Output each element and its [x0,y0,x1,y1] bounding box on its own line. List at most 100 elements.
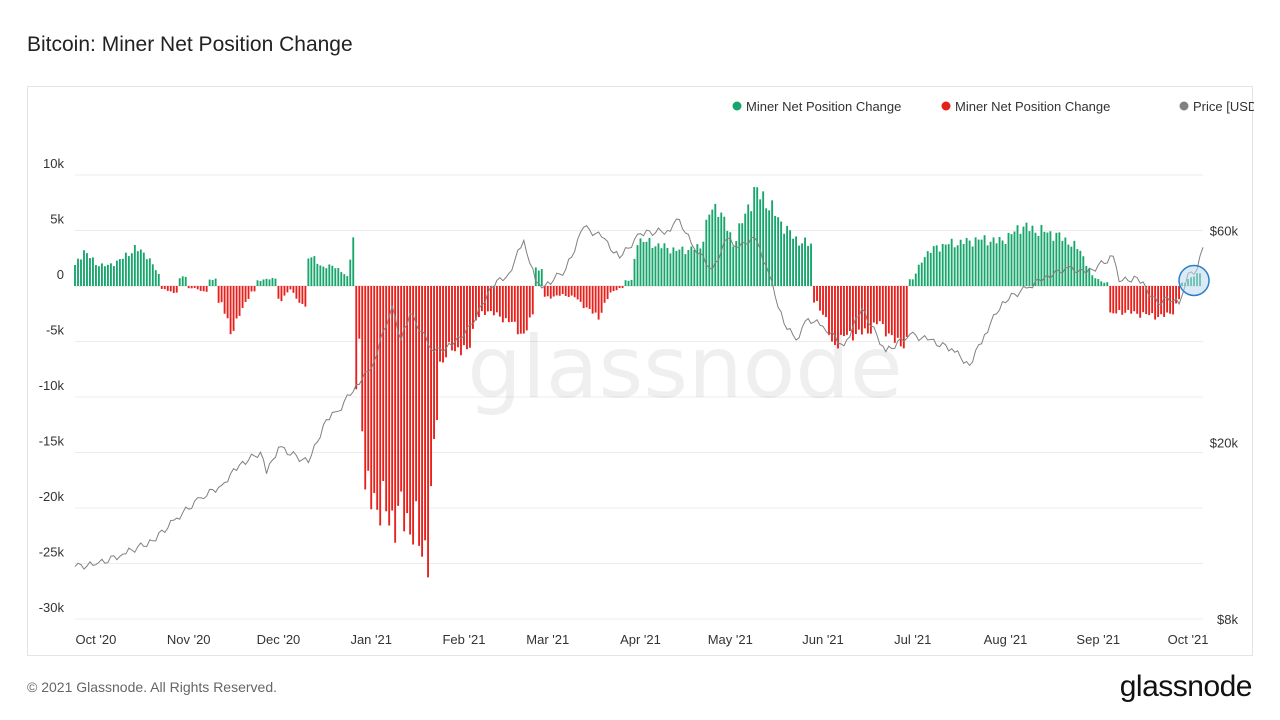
bar [304,286,307,307]
bar [1136,286,1139,314]
bar [106,264,109,286]
bar [971,246,974,286]
bar [660,248,663,286]
bar [965,237,968,286]
bar [340,272,343,286]
bar [1148,286,1151,316]
bar [205,286,208,292]
bar [1163,286,1166,317]
bar [430,286,432,487]
bar [160,286,163,289]
legend-item: Miner Net Position Change [941,99,1110,114]
bar [478,286,480,318]
bar [914,273,917,286]
bar [112,266,115,286]
bar [358,286,361,339]
bar [884,286,887,337]
bar [148,258,151,286]
bar [956,245,959,286]
footer-logo[interactable]: glassnode [1119,670,1253,703]
bar [657,243,660,286]
bar [193,286,196,288]
bar [783,233,786,286]
bar [265,278,268,286]
bar [163,286,166,290]
bar [825,286,827,318]
bar [382,286,385,482]
bar [436,286,438,421]
y-axis-left: 10k 5k 0 -5k -10k -15k -20k -25k -30k [39,156,65,615]
bar [1016,225,1019,286]
bar [406,286,409,514]
bar [466,286,468,350]
bar [1091,275,1094,286]
bar [1022,226,1025,286]
bar [567,286,570,297]
bar [735,241,738,286]
bar [1154,286,1157,320]
bar [654,246,657,286]
bar [840,286,842,335]
bar [747,204,750,286]
bar [352,237,355,286]
bar [905,286,908,337]
bar [810,243,812,286]
bar [310,257,313,286]
bar [1097,279,1100,286]
bar [256,280,259,286]
bar [681,246,684,286]
bar [612,286,615,292]
bar [331,265,334,286]
bar [1052,240,1055,286]
bar [139,249,142,286]
bar [448,286,450,343]
bar [1151,286,1154,314]
bar [427,286,429,578]
x-tick-label: Jan '21 [350,632,392,647]
bar [172,286,175,294]
bar [1178,286,1180,300]
bar [334,268,337,286]
bar [1094,278,1097,286]
bar [238,286,241,316]
y-left-tick-label: -15k [39,434,65,449]
bar [516,286,519,335]
bar [714,203,717,286]
bar [142,252,145,286]
bar [834,286,836,345]
bar [750,211,753,286]
bar [911,279,914,286]
bar [1076,249,1079,286]
bar [1142,286,1145,313]
bar [950,238,953,286]
legend-marker [732,101,742,111]
bar [989,241,992,286]
bar [582,286,585,309]
bar [199,286,202,291]
bar [313,256,316,286]
x-tick-label: Oct '20 [76,632,117,647]
bar [555,286,558,296]
bar [1067,244,1070,286]
bar [394,286,397,543]
bar [118,259,121,286]
bar [1043,231,1046,286]
bar [133,245,136,286]
bar [597,286,600,320]
bar [412,286,415,545]
bar [863,286,866,329]
bar [379,286,382,526]
bar [941,244,944,286]
y-left-tick-label: 0 [57,267,64,282]
bar [349,259,352,286]
bar [1028,231,1031,286]
bar [675,250,678,286]
bar [663,243,666,286]
bar [852,286,854,341]
bar [355,286,358,390]
bar [588,286,591,309]
bar [178,278,181,286]
bar [220,286,223,303]
bar [196,286,199,290]
bar [136,251,139,286]
